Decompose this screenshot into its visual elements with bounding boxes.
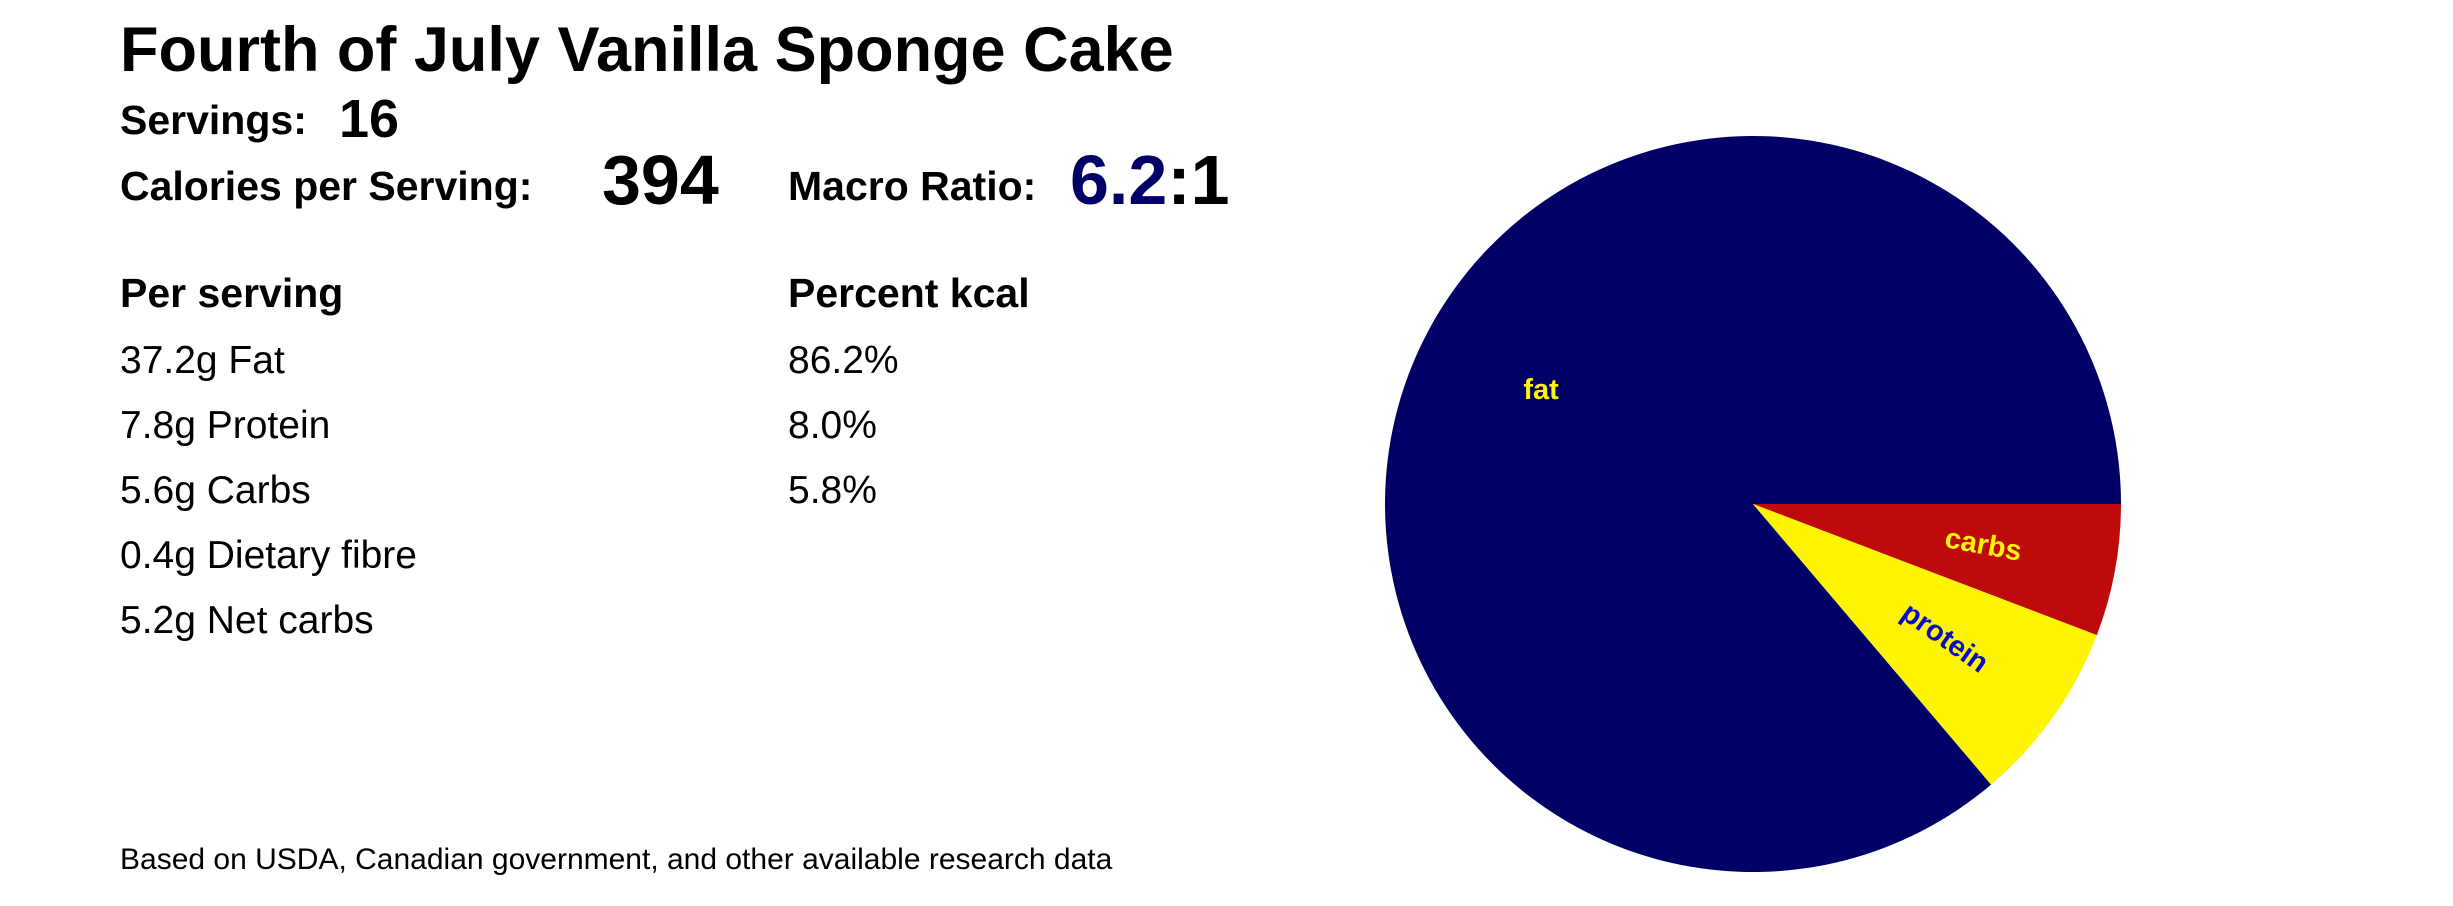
servings-value: 16: [339, 89, 400, 149]
pie-slice-carbs: [1753, 504, 2121, 636]
calories-label: Calories per Serving:: [120, 163, 533, 209]
percent-kcal-row: 5.8%: [788, 469, 877, 512]
percent-kcal-header: Percent kcal: [788, 270, 1030, 316]
recipe-title: Fourth of July Vanilla Sponge Cake: [120, 15, 1174, 85]
macro-ratio-label: Macro Ratio:: [788, 163, 1037, 209]
macro-ratio-number: 6.2: [1070, 141, 1168, 219]
macro-ratio-value: 6.2:1: [1070, 140, 1230, 220]
per-serving-row: 5.6g Carbs: [120, 469, 311, 512]
pie-label-fat: fat: [1523, 374, 1559, 406]
per-serving-row: 0.4g Dietary fibre: [120, 534, 417, 577]
servings-label: Servings:: [120, 97, 307, 143]
per-serving-row: 5.2g Net carbs: [120, 599, 374, 642]
per-serving-header: Per serving: [120, 270, 344, 316]
calories-value: 394: [602, 141, 719, 219]
pie-slice-protein: [1753, 504, 2097, 785]
percent-kcal-row: 8.0%: [788, 404, 877, 447]
per-serving-row: 7.8g Protein: [120, 404, 331, 447]
per-serving-row: 37.2g Fat: [120, 339, 285, 382]
source-footnote: Based on USDA, Canadian government, and …: [120, 843, 1113, 876]
percent-kcal-row: 86.2%: [788, 339, 899, 382]
macro-ratio-suffix: :1: [1167, 141, 1230, 219]
